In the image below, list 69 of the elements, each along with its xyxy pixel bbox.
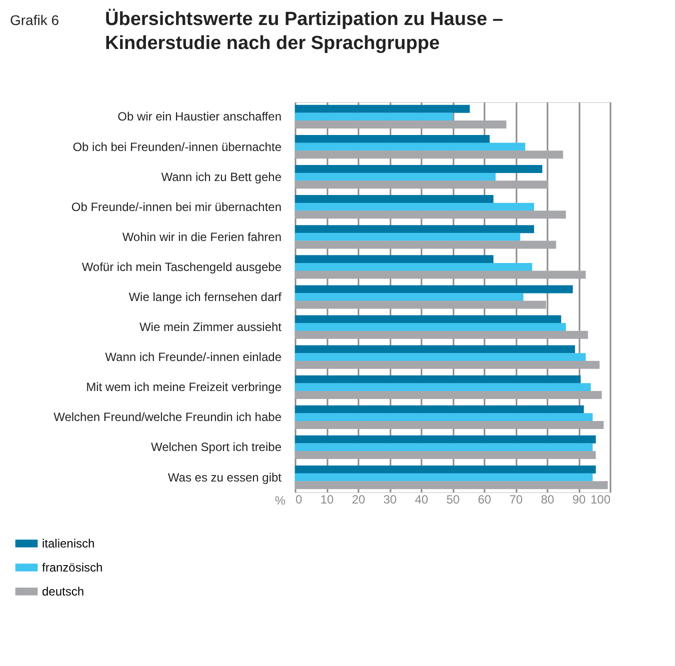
bar: [295, 390, 602, 399]
y-tick-label: Welchen Freund/welche Freundin ich habe: [54, 410, 282, 424]
bar: [295, 413, 593, 422]
bar: [295, 443, 593, 452]
bar: [295, 202, 534, 211]
y-tick-label: Ob ich bei Freunden/-innen übernachte: [72, 140, 282, 154]
y-tick-label: Ob wir ein Haustier anschaffen: [118, 110, 282, 124]
bar: [295, 481, 608, 490]
y-tick-label: Was es zu essen gibt: [168, 470, 282, 484]
bar: [295, 210, 566, 219]
bar: [295, 285, 573, 294]
bar: [295, 465, 596, 474]
x-tick-label: 30: [383, 492, 397, 506]
x-tick-label: 60: [478, 492, 492, 506]
bar: [295, 270, 586, 279]
bar: [295, 225, 534, 234]
y-tick-label: Wie lange ich fernsehen darf: [128, 290, 282, 304]
bar: [295, 120, 506, 129]
bar: [295, 112, 453, 121]
bar: [295, 150, 564, 159]
bar: [295, 172, 496, 181]
x-tick-label: 20: [352, 492, 366, 506]
x-tick-label: 0: [296, 492, 302, 506]
bar: [295, 293, 524, 301]
bar: [295, 165, 542, 174]
bar: [295, 330, 588, 339]
bar: [295, 473, 593, 482]
bar: [295, 323, 566, 332]
bar: [295, 134, 490, 143]
bar: [295, 240, 556, 249]
legend-label: französisch: [42, 560, 103, 574]
bar: [295, 451, 596, 460]
y-tick-label: Wie mein Zimmer aussieht: [139, 320, 282, 334]
chart-title: Übersichtswerte zu Partizipation zu Hause – Kinderstudie nach der Sprachgruppe: [105, 8, 504, 54]
bar: [295, 420, 604, 429]
bar: [295, 262, 532, 271]
bar: [295, 375, 581, 384]
y-tick-label: Wofür ich mein Taschengeld ausgebe: [82, 260, 282, 274]
bar: [295, 180, 548, 189]
y-tick-label: Wann ich Freunde/-innen einlade: [105, 350, 282, 364]
bar: [295, 315, 562, 324]
bar: [295, 360, 600, 369]
y-tick-label: Ob Freunde/-innen bei mir übernachten: [71, 200, 282, 214]
x-tick-label: 90: [572, 492, 586, 506]
y-tick-label: Mit wem ich meine Freizeit verbringe: [86, 380, 282, 394]
x-tick-label: 40: [414, 492, 428, 506]
x-tick-label: 50: [446, 492, 460, 506]
y-tick-label: Wohin wir in die Ferien fahren: [122, 230, 282, 244]
y-tick-label: Welchen Sport ich treibe: [150, 440, 282, 454]
bar: [295, 255, 494, 264]
bar: [295, 345, 576, 354]
x-tick-label: 70: [509, 492, 523, 506]
bar: [295, 142, 526, 151]
x-axis-title: %: [274, 494, 286, 508]
legend-label: deutsch: [42, 584, 84, 598]
bar: [295, 383, 591, 392]
bar: [295, 300, 546, 309]
bar: [295, 195, 494, 204]
x-tick-label: 80: [540, 492, 554, 506]
legend-label: italienisch: [42, 536, 95, 550]
x-tick-label: 10: [320, 492, 334, 506]
bar: [295, 405, 584, 414]
bar: [295, 104, 470, 113]
y-tick-label: Wann ich zu Bett gehe: [161, 170, 282, 184]
bar: [295, 353, 586, 362]
x-tick-label: 100: [590, 492, 611, 506]
bar: [295, 232, 520, 241]
bar: [295, 435, 596, 444]
text: Grafik 6: [10, 12, 60, 28]
